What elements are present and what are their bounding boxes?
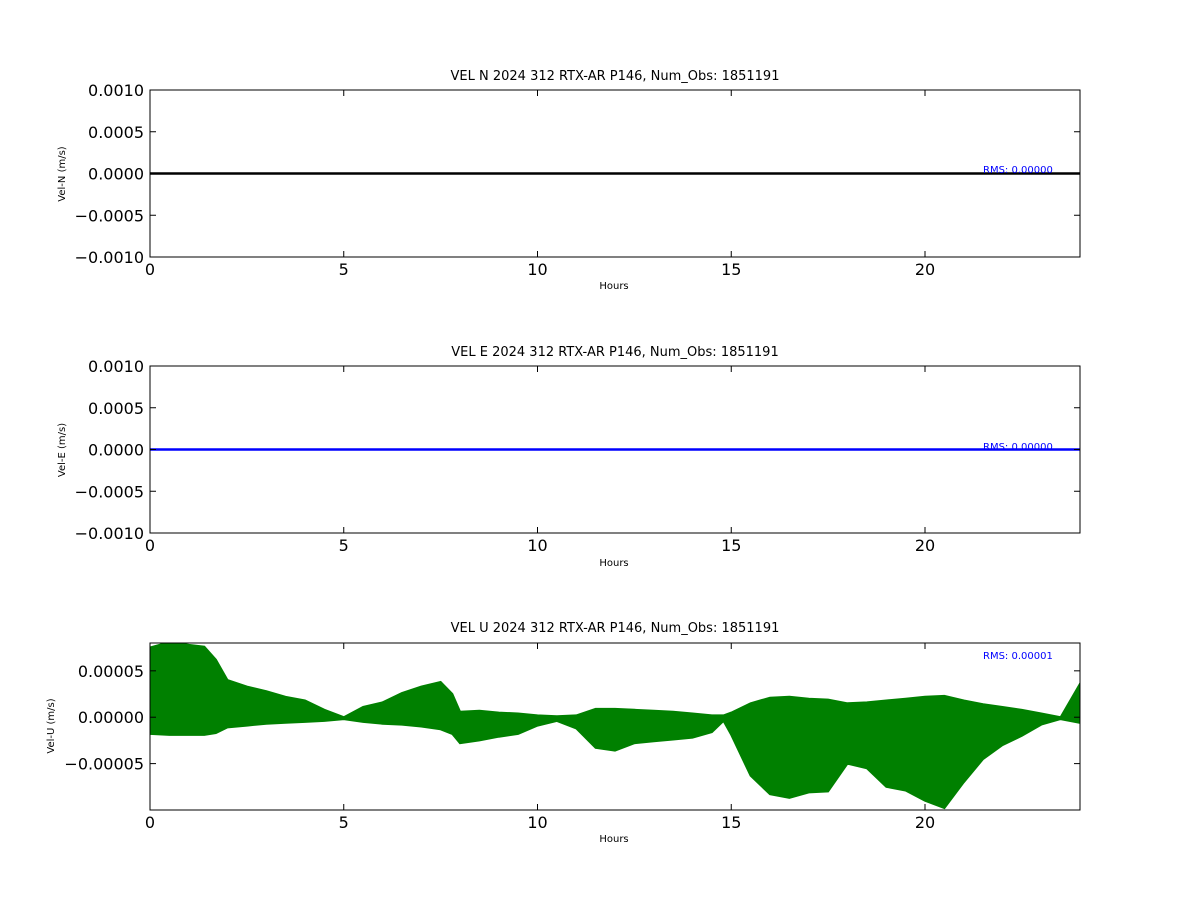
tick-layer: 0 5 10 15 20 0.00005 0.00000 −0.00005	[64, 643, 1080, 832]
panel-vel-u: VEL U 2024 312 RTX-AR P146, Num_Obs: 185…	[46, 621, 1081, 845]
x-tick-label: 15	[721, 260, 741, 279]
y-axis-label: Vel-N (m/s)	[57, 146, 68, 201]
x-tick-label: 5	[339, 536, 349, 555]
y-tick-label: 0.0005	[88, 123, 144, 142]
y-tick-label: 0.0005	[88, 399, 144, 418]
series-band	[150, 172, 1080, 175]
series-band	[150, 643, 1080, 810]
y-tick-label: −0.0010	[75, 524, 144, 543]
y-tick-label: −0.0005	[75, 206, 144, 225]
x-tick-label: 5	[339, 813, 349, 832]
y-tick-label: 0.0000	[88, 441, 144, 460]
series-band	[150, 448, 1080, 451]
y-axis-label: Vel-U (m/s)	[46, 698, 57, 753]
x-axis-label: Hours	[599, 558, 628, 569]
plot-frame	[149, 642, 1081, 811]
x-tick-label: 20	[915, 536, 935, 555]
x-tick-label: 20	[915, 260, 935, 279]
x-axis-label: Hours	[599, 834, 628, 845]
x-tick-label: 0	[145, 260, 155, 279]
plot-frame	[149, 365, 1081, 534]
chart-title: VEL U 2024 312 RTX-AR P146, Num_Obs: 185…	[451, 621, 780, 636]
x-axis-label: Hours	[599, 281, 628, 292]
y-tick-label: −0.00005	[64, 755, 144, 774]
tick-layer: 0 5 10 15 20 0.0010 0.0005 0.0000 −0.0005 −0.0010	[75, 81, 1080, 279]
series-layer	[150, 643, 1080, 810]
y-tick-label: 0.0000	[88, 165, 144, 184]
chart-title: VEL E 2024 312 RTX-AR P146, Num_Obs: 185…	[451, 345, 778, 360]
y-tick-label: −0.0005	[75, 482, 144, 501]
panel-vel-e: VEL E 2024 312 RTX-AR P146, Num_Obs: 185…	[57, 345, 1081, 569]
x-tick-label: 5	[339, 260, 349, 279]
y-tick-label: 0.00005	[78, 662, 144, 681]
rms-annotation: RMS: 0.00000	[983, 165, 1053, 176]
y-tick-label: 0.0010	[88, 81, 144, 100]
series-layer	[150, 172, 1080, 175]
x-tick-label: 10	[527, 813, 547, 832]
y-tick-label: −0.0010	[75, 248, 144, 267]
plot-frame	[149, 89, 1081, 258]
x-tick-label: 10	[527, 536, 547, 555]
y-tick-label: 0.0010	[88, 357, 144, 376]
rms-annotation: RMS: 0.00000	[983, 442, 1053, 453]
chart-title: VEL N 2024 312 RTX-AR P146, Num_Obs: 185…	[451, 69, 780, 84]
y-tick-label: 0.00000	[78, 708, 144, 727]
x-tick-label: 0	[145, 813, 155, 832]
rms-annotation: RMS: 0.00001	[983, 651, 1053, 662]
x-tick-label: 20	[915, 813, 935, 832]
series-layer	[150, 448, 1080, 451]
tick-layer: 0 5 10 15 20 0.0010 0.0005 0.0000 −0.0005 −0.0010	[75, 357, 1080, 555]
panel-vel-n: VEL N 2024 312 RTX-AR P146, Num_Obs: 185…	[57, 69, 1081, 292]
y-axis-label: Vel-E (m/s)	[57, 423, 68, 477]
x-tick-label: 10	[527, 260, 547, 279]
x-tick-label: 15	[721, 536, 741, 555]
x-tick-label: 0	[145, 536, 155, 555]
x-tick-label: 15	[721, 813, 741, 832]
